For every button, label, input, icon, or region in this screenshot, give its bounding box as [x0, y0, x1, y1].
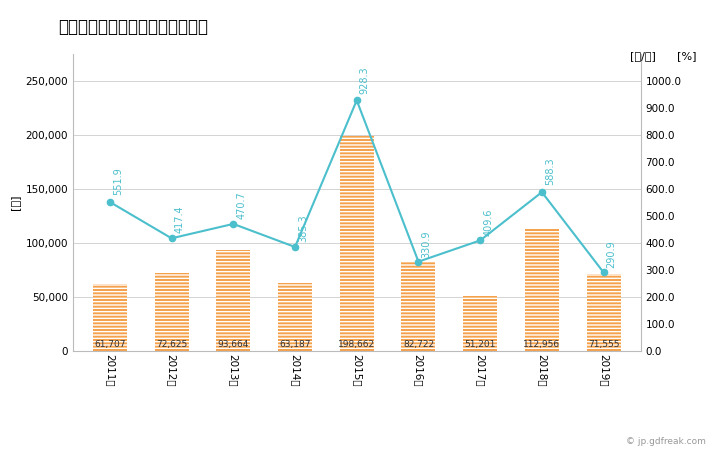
Text: 198,662: 198,662 — [339, 340, 375, 349]
Text: 551.9: 551.9 — [113, 167, 123, 195]
Bar — [587, 274, 620, 351]
Text: 72,625: 72,625 — [156, 340, 187, 349]
Text: 417.4: 417.4 — [175, 205, 185, 233]
Text: [㎡/棟]: [㎡/棟] — [630, 51, 656, 61]
Bar — [401, 261, 435, 351]
Bar — [340, 136, 373, 351]
Text: 928.3: 928.3 — [360, 66, 370, 94]
Text: 470.7: 470.7 — [237, 191, 246, 219]
Text: 71,555: 71,555 — [587, 340, 620, 349]
Text: 非木造建築物の床面積合計の推移: 非木造建築物の床面積合計の推移 — [58, 18, 208, 36]
Text: 385.3: 385.3 — [298, 215, 308, 242]
Text: 112,956: 112,956 — [523, 340, 561, 349]
Bar — [154, 273, 189, 351]
Text: 61,707: 61,707 — [94, 340, 126, 349]
Y-axis label: [㎡]: [㎡] — [9, 195, 20, 210]
Text: © jp.gdfreak.com: © jp.gdfreak.com — [626, 436, 706, 446]
Bar — [93, 284, 127, 351]
Text: 93,664: 93,664 — [218, 340, 249, 349]
Bar — [216, 250, 250, 351]
Text: 409.6: 409.6 — [483, 208, 494, 235]
Text: 588.3: 588.3 — [545, 158, 555, 185]
Bar — [278, 283, 312, 351]
Text: 290.9: 290.9 — [606, 241, 617, 268]
Text: 51,201: 51,201 — [464, 340, 496, 349]
Bar — [463, 296, 497, 351]
Text: 63,187: 63,187 — [280, 340, 311, 349]
Bar — [525, 229, 559, 351]
Text: 330.9: 330.9 — [422, 230, 432, 257]
Text: [%]: [%] — [677, 51, 697, 61]
Text: 82,722: 82,722 — [403, 340, 434, 349]
